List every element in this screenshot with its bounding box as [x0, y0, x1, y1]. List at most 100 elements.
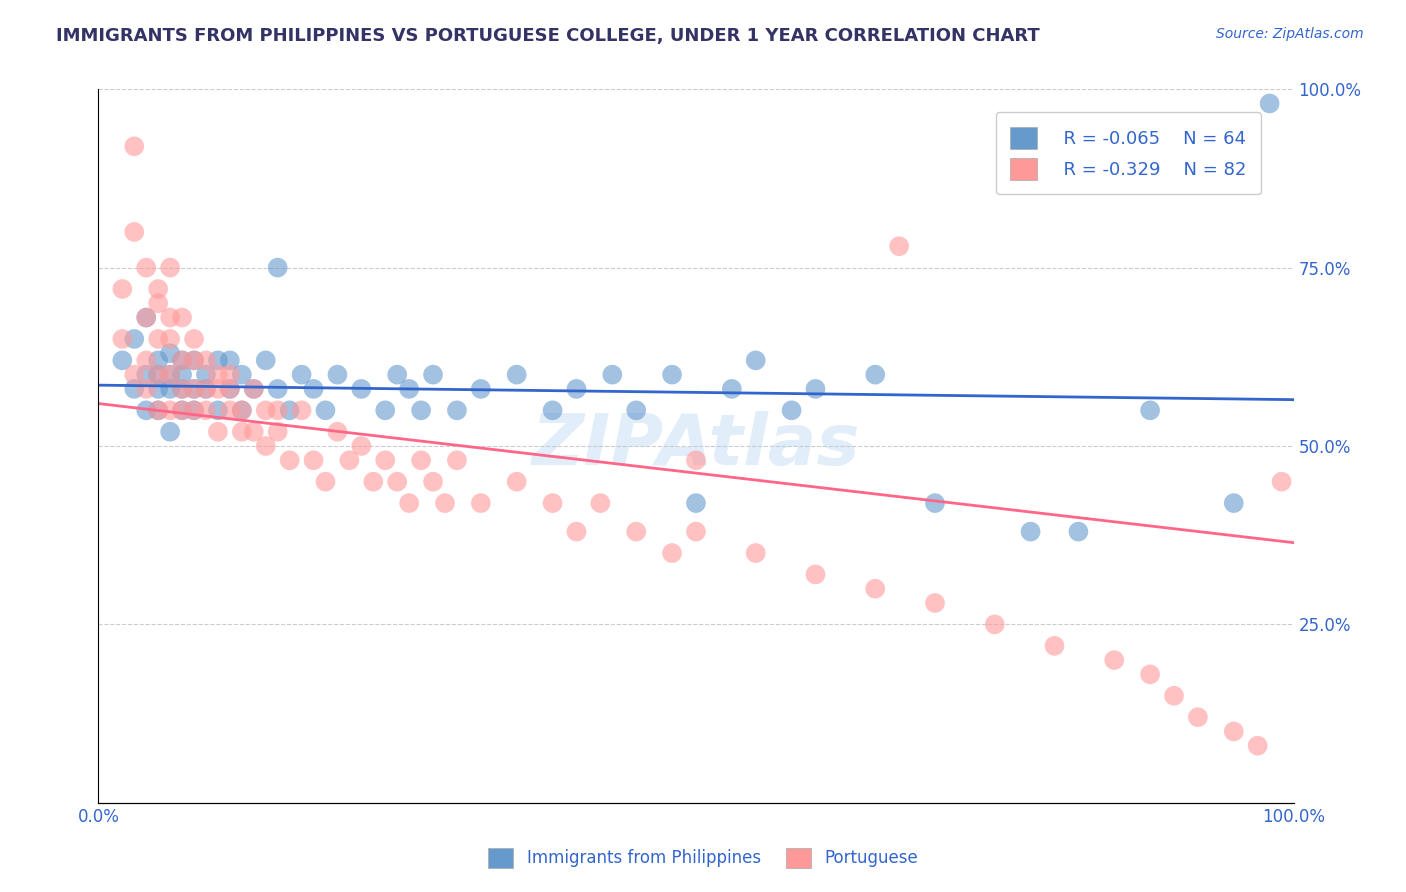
Point — [924, 496, 946, 510]
Point — [685, 496, 707, 510]
Point — [111, 282, 134, 296]
Point — [135, 403, 157, 417]
Point — [267, 260, 290, 275]
Point — [626, 403, 648, 417]
Point — [254, 403, 277, 417]
Point — [1139, 403, 1161, 417]
Point — [350, 382, 373, 396]
Point — [374, 403, 396, 417]
Point — [446, 403, 468, 417]
Point — [231, 403, 253, 417]
Point — [183, 332, 205, 346]
Legend: Immigrants from Philippines, Portuguese: Immigrants from Philippines, Portuguese — [482, 841, 924, 875]
Point — [172, 382, 194, 396]
Point — [745, 353, 768, 368]
Point — [183, 403, 205, 417]
Point — [183, 382, 205, 396]
Point — [1258, 96, 1281, 111]
Point — [398, 496, 420, 510]
Point — [804, 567, 827, 582]
Point — [326, 425, 349, 439]
Point — [159, 332, 181, 346]
Point — [207, 368, 229, 382]
Point — [172, 382, 194, 396]
Point — [889, 239, 911, 253]
Point — [565, 382, 588, 396]
Point — [159, 260, 181, 275]
Point — [685, 524, 707, 539]
Point — [1019, 524, 1042, 539]
Point — [135, 310, 157, 325]
Point — [135, 310, 157, 325]
Point — [434, 496, 457, 510]
Point — [661, 546, 683, 560]
Point — [278, 403, 301, 417]
Point — [183, 382, 205, 396]
Point — [1247, 739, 1270, 753]
Point — [339, 453, 361, 467]
Point — [207, 403, 229, 417]
Point — [363, 475, 385, 489]
Point — [207, 382, 229, 396]
Point — [1104, 653, 1126, 667]
Point — [411, 403, 433, 417]
Point — [124, 382, 146, 396]
Point — [385, 368, 409, 382]
Point — [135, 260, 157, 275]
Point — [172, 310, 194, 325]
Point — [243, 382, 266, 396]
Point — [159, 425, 181, 439]
Point — [506, 368, 529, 382]
Point — [267, 425, 290, 439]
Point — [565, 524, 588, 539]
Point — [254, 439, 277, 453]
Point — [506, 475, 529, 489]
Point — [541, 403, 564, 417]
Point — [148, 368, 170, 382]
Point — [745, 546, 768, 560]
Point — [278, 453, 301, 467]
Point — [172, 403, 194, 417]
Point — [207, 425, 229, 439]
Point — [865, 582, 887, 596]
Point — [254, 353, 277, 368]
Point — [446, 453, 468, 467]
Point — [135, 382, 157, 396]
Point — [661, 368, 683, 382]
Text: IMMIGRANTS FROM PHILIPPINES VS PORTUGUESE COLLEGE, UNDER 1 YEAR CORRELATION CHAR: IMMIGRANTS FROM PHILIPPINES VS PORTUGUES… — [56, 27, 1040, 45]
Point — [291, 368, 314, 382]
Point — [984, 617, 1007, 632]
Point — [231, 403, 253, 417]
Point — [243, 382, 266, 396]
Point — [302, 382, 325, 396]
Point — [195, 353, 218, 368]
Point — [111, 353, 134, 368]
Point — [124, 139, 146, 153]
Point — [1043, 639, 1066, 653]
Point — [148, 382, 170, 396]
Point — [291, 403, 314, 417]
Point — [470, 382, 492, 396]
Point — [315, 403, 337, 417]
Point — [148, 282, 170, 296]
Point — [422, 368, 444, 382]
Point — [1223, 724, 1246, 739]
Point — [1139, 667, 1161, 681]
Point — [924, 596, 946, 610]
Text: Source: ZipAtlas.com: Source: ZipAtlas.com — [1216, 27, 1364, 41]
Point — [207, 353, 229, 368]
Point — [865, 368, 887, 382]
Point — [589, 496, 612, 510]
Point — [219, 403, 242, 417]
Point — [159, 368, 181, 382]
Point — [385, 475, 409, 489]
Text: ZIPAtlas: ZIPAtlas — [531, 411, 860, 481]
Point — [219, 382, 242, 396]
Point — [470, 496, 492, 510]
Point — [398, 382, 420, 396]
Point — [1067, 524, 1090, 539]
Point — [124, 368, 146, 382]
Point — [1187, 710, 1209, 724]
Point — [148, 353, 170, 368]
Point — [541, 496, 564, 510]
